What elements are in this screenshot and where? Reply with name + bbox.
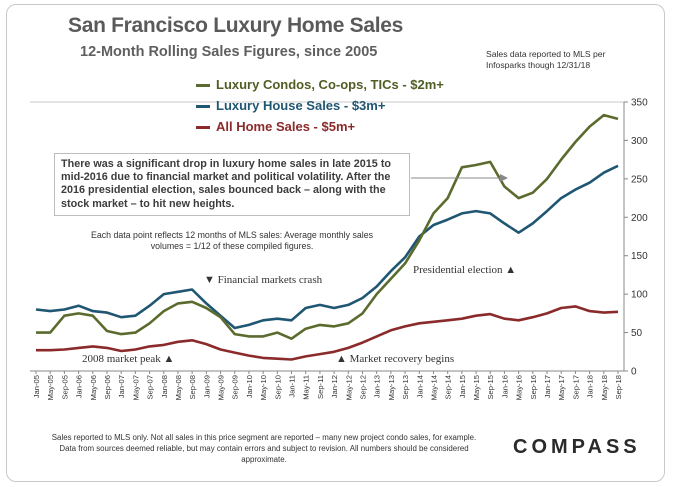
x-tick-label: Sep-06 — [103, 375, 112, 400]
x-tick-label: Jan-10 — [245, 375, 254, 398]
x-tick-label: May-09 — [217, 375, 226, 400]
x-tick-label: Jan-18 — [586, 375, 595, 398]
legend-item-all-homes: All Home Sales - $5m+ — [196, 119, 355, 134]
y-tick-label: 150 — [631, 251, 648, 262]
x-tick-label: May-07 — [131, 375, 140, 400]
x-tick-label: Jan-07 — [117, 375, 126, 398]
series-line-all-homes — [36, 305, 619, 361]
x-tick-label: May-13 — [387, 375, 396, 400]
x-tick-label: Sep-18 — [614, 375, 623, 400]
x-tick-label: May-10 — [259, 375, 268, 400]
x-tick-label: Sep-16 — [529, 375, 538, 400]
x-tick-label: Sep-15 — [486, 375, 495, 400]
source-note: Sales data reported to MLS per Infospark… — [486, 49, 606, 70]
x-tick-label: Sep-14 — [444, 375, 453, 400]
x-tick-label: May-16 — [515, 375, 524, 400]
y-tick-label: 100 — [631, 290, 648, 301]
x-tick-label: Sep-07 — [146, 375, 155, 400]
legend-swatch-condos — [196, 84, 210, 88]
x-tick-label: May-15 — [472, 375, 481, 400]
y-tick-label: 350 — [631, 98, 648, 109]
x-tick-label: Jan-05 — [32, 375, 41, 398]
series-line-condos — [36, 113, 619, 341]
y-tick-label: 250 — [631, 174, 648, 185]
x-tick-label: May-17 — [557, 375, 566, 400]
annotation-market-peak: 2008 market peak ▲ — [82, 353, 175, 365]
legend-label-all-homes: All Home Sales - $5m+ — [216, 119, 356, 134]
x-tick-label: May-18 — [600, 375, 609, 400]
x-tick-label: Jan-06 — [75, 375, 84, 398]
x-tick-label: Sep-13 — [401, 375, 410, 400]
x-tick-label: Jan-13 — [373, 375, 382, 398]
y-tick-label: 50 — [631, 328, 643, 339]
x-tick-label: Jan-09 — [202, 375, 211, 398]
y-tick-label: 200 — [631, 213, 648, 224]
annotation-presidential-election: Presidential election ▲ — [413, 264, 517, 276]
x-tick-label: Sep-17 — [571, 375, 580, 400]
x-tick-label: Sep-12 — [358, 375, 367, 400]
x-tick-label: Sep-09 — [231, 375, 240, 400]
data-point-note: Each data point reflects 12 months of ML… — [91, 230, 373, 251]
chart-frame — [6, 4, 665, 482]
legend-swatch-houses — [196, 105, 210, 109]
legend-item-houses: Luxury House Sales - $3m+ — [196, 98, 385, 113]
x-tick-label: Sep-11 — [316, 375, 325, 399]
legend-label-condos: Luxury Condos, Co-ops, TICs - $2m+ — [216, 77, 444, 92]
x-tick-label: Sep-08 — [188, 375, 197, 400]
x-tick-label: Jan-17 — [543, 375, 552, 398]
legend-swatch-all-homes — [196, 126, 210, 130]
chart-title: San Francisco Luxury Home Sales — [68, 14, 403, 37]
footnote: Sales reported to MLS only. Not all sale… — [51, 433, 477, 464]
annotation-market-recovery: ▲ Market recovery begins — [336, 353, 455, 365]
chart-subtitle: 12-Month Rolling Sales Figures, since 20… — [80, 44, 378, 60]
x-tick-label: May-11 — [302, 375, 311, 400]
x-tick-label: Jan-11 — [288, 375, 297, 398]
x-tick-label: Jan-15 — [458, 375, 467, 398]
legend-label-houses: Luxury House Sales - $3m+ — [216, 98, 386, 113]
x-tick-label: Sep-05 — [60, 375, 69, 400]
series-line-houses — [35, 164, 619, 330]
x-tick-label: May-14 — [429, 375, 438, 400]
x-tick-label: May-06 — [89, 375, 98, 400]
x-tick-label: Sep-10 — [273, 375, 282, 400]
compass-logo: COMPASS — [513, 436, 641, 458]
y-tick-label: 0 — [631, 367, 637, 378]
x-tick-label: Jan-12 — [330, 375, 339, 398]
x-tick-label: May-08 — [174, 375, 183, 400]
x-tick-label: Jan-08 — [160, 375, 169, 398]
x-tick-label: Jan-14 — [415, 375, 424, 398]
annotation-financial-crash: ▼ Financial markets crash — [204, 274, 323, 286]
annotation-arrowhead — [500, 174, 508, 182]
annotation-box: There was a significant drop in luxury h… — [54, 153, 410, 216]
y-tick-label: 300 — [631, 136, 648, 147]
x-tick-label: Jan-16 — [500, 375, 509, 398]
legend-item-condos: Luxury Condos, Co-ops, TICs - $2m+ — [196, 77, 444, 92]
x-tick-label: May-12 — [344, 375, 353, 400]
x-tick-label: May-05 — [46, 375, 55, 400]
